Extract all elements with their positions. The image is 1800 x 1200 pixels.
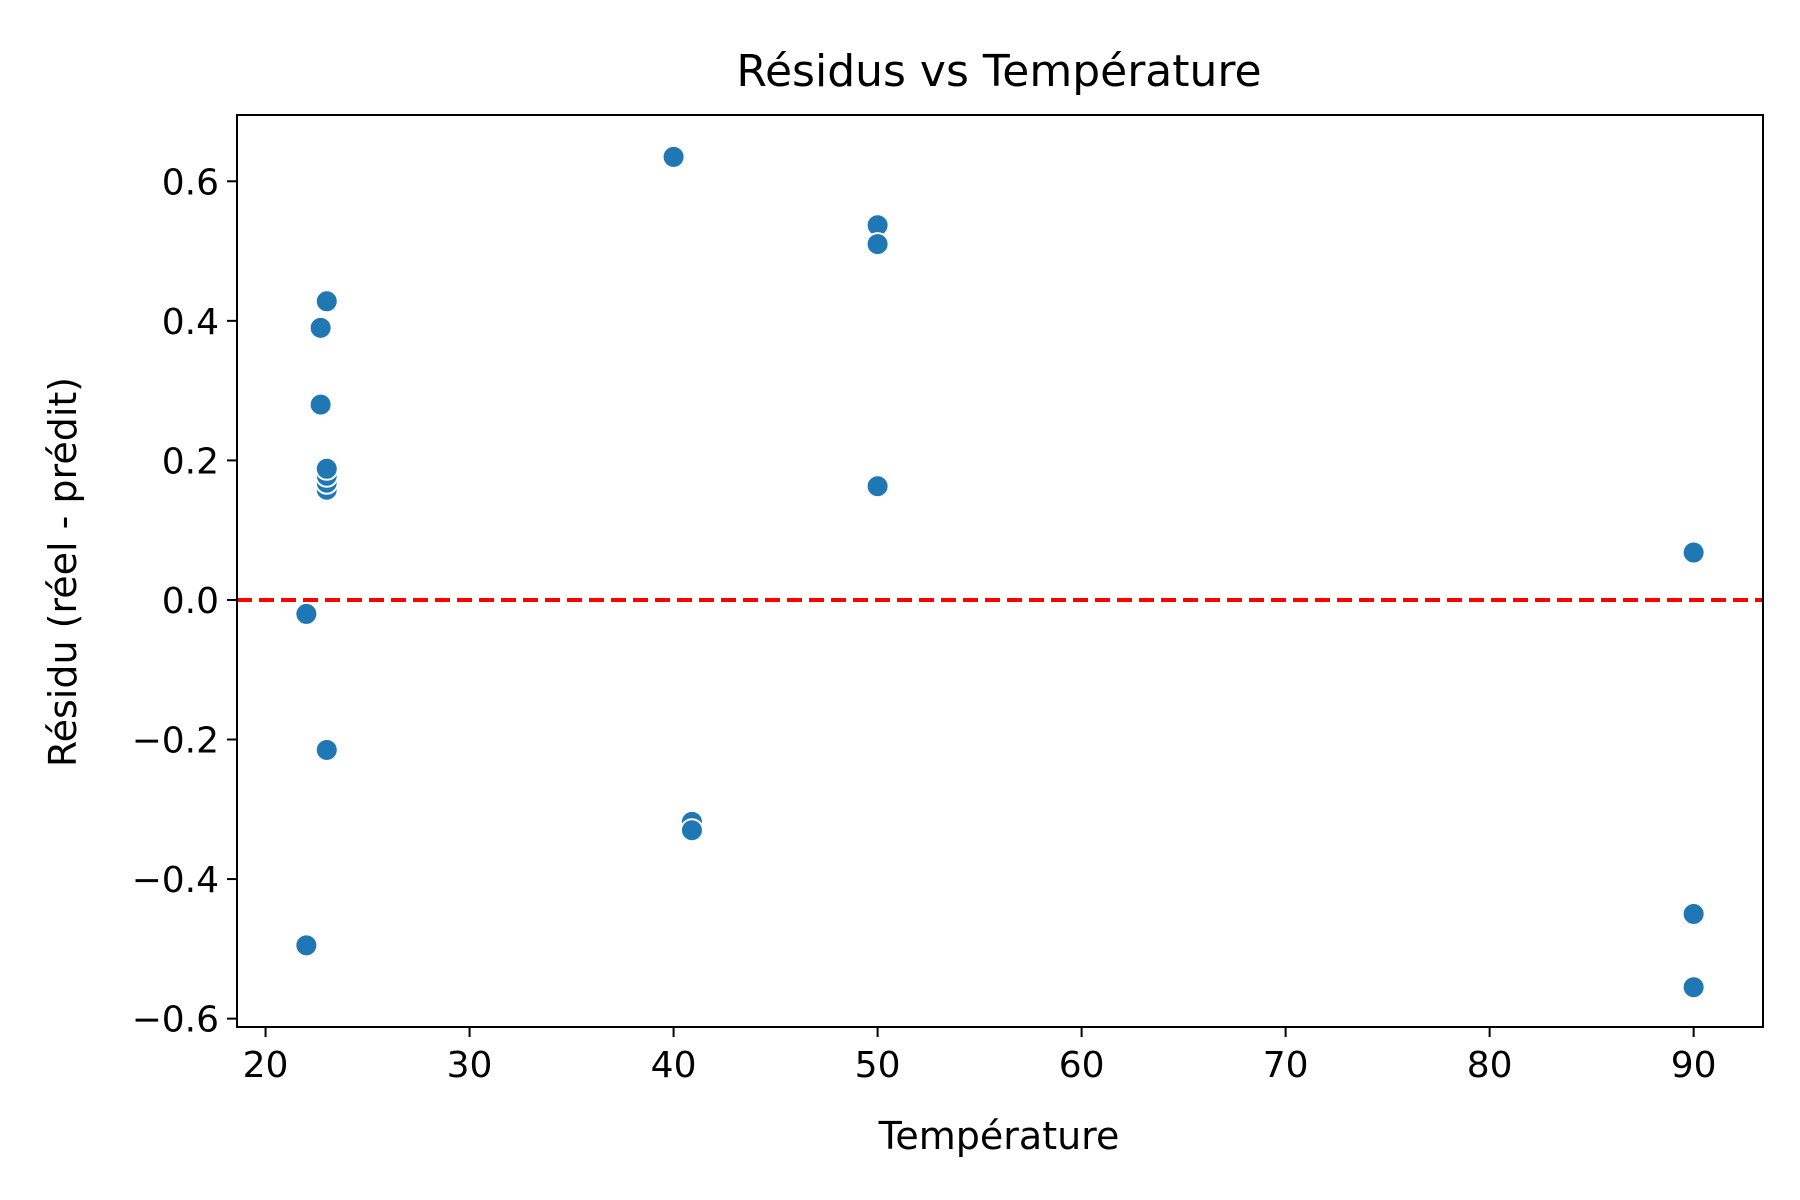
x-tick-label: 60 bbox=[1059, 1045, 1105, 1086]
y-tick-label: 0.2 bbox=[162, 441, 219, 482]
plot-frame bbox=[236, 114, 1764, 1028]
x-tick-label: 90 bbox=[1671, 1045, 1717, 1086]
plot-layer bbox=[237, 144, 1763, 1000]
y-tick-label: −0.4 bbox=[132, 860, 219, 901]
x-tick-label: 40 bbox=[651, 1045, 697, 1086]
y-axis: −0.6 −0.4 −0.2 0.0 0.2 0.4 0.6 bbox=[132, 162, 237, 1041]
y-axis-label: Résidu (réel - prédit) bbox=[41, 377, 85, 767]
y-tick-label: 0.4 bbox=[162, 302, 219, 343]
y-tick-label: 0.0 bbox=[162, 581, 219, 622]
scatter-point bbox=[314, 456, 339, 481]
scatter-point bbox=[1681, 540, 1706, 565]
scatter-point bbox=[294, 933, 319, 958]
scatter-point bbox=[294, 601, 319, 626]
x-axis-label: Température bbox=[878, 1114, 1120, 1158]
y-tick-label: −0.6 bbox=[132, 1000, 219, 1041]
scatter-point bbox=[865, 474, 890, 499]
scatter-point bbox=[679, 818, 704, 843]
scatter-point bbox=[308, 392, 333, 417]
chart-title: Résidus vs Température bbox=[736, 46, 1261, 97]
scatter-point bbox=[314, 737, 339, 762]
scatter-point bbox=[1681, 975, 1706, 1000]
scatter-point bbox=[661, 144, 686, 169]
y-tick-label: 0.6 bbox=[162, 162, 219, 203]
scatter-point bbox=[314, 289, 339, 314]
scatter-point bbox=[865, 232, 890, 257]
x-tick-label: 50 bbox=[855, 1045, 901, 1086]
x-tick-label: 30 bbox=[447, 1045, 493, 1086]
scatter-point bbox=[308, 315, 333, 340]
y-tick-label: −0.2 bbox=[132, 721, 219, 762]
scatter-point bbox=[1681, 901, 1706, 926]
x-tick-label: 80 bbox=[1467, 1045, 1513, 1086]
x-axis: 20 30 40 50 60 70 80 90 bbox=[243, 1027, 1717, 1086]
x-tick-label: 70 bbox=[1263, 1045, 1309, 1086]
x-tick-label: 20 bbox=[243, 1045, 289, 1086]
